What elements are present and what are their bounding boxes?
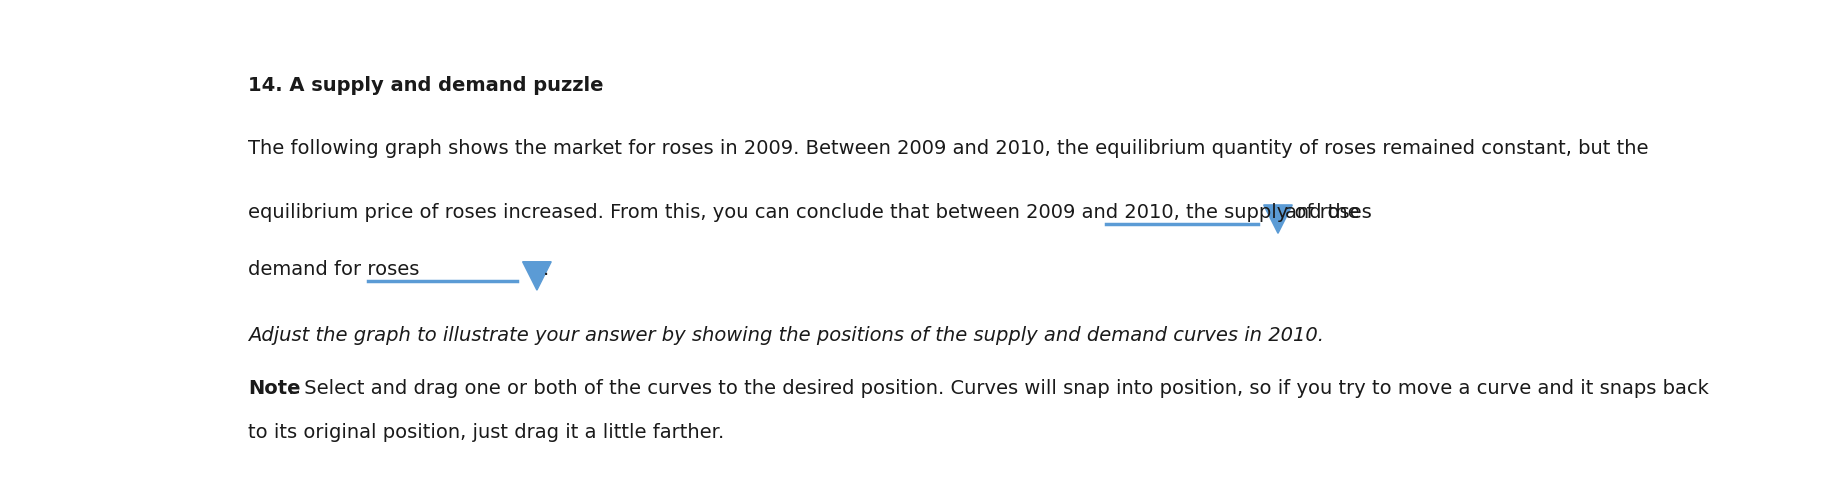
Text: :: : xyxy=(288,379,295,398)
Text: equilibrium price of roses increased. From this, you can conclude that between 2: equilibrium price of roses increased. Fr… xyxy=(247,203,1372,222)
Polygon shape xyxy=(522,262,552,290)
Text: to its original position, just drag it a little farther.: to its original position, just drag it a… xyxy=(247,423,724,442)
Text: .: . xyxy=(543,260,548,279)
Text: Note: Note xyxy=(247,379,301,398)
Polygon shape xyxy=(1265,205,1292,233)
Text: Select and drag one or both of the curves to the desired position. Curves will s: Select and drag one or both of the curve… xyxy=(297,379,1709,398)
Text: The following graph shows the market for roses in 2009. Between 2009 and 2010, t: The following graph shows the market for… xyxy=(247,139,1648,157)
Text: Adjust the graph to illustrate your answer by showing the positions of the suppl: Adjust the graph to illustrate your answ… xyxy=(247,326,1324,345)
Text: and the: and the xyxy=(1285,203,1361,222)
Text: demand for roses: demand for roses xyxy=(247,260,419,279)
Text: 14. A supply and demand puzzle: 14. A supply and demand puzzle xyxy=(247,76,604,95)
